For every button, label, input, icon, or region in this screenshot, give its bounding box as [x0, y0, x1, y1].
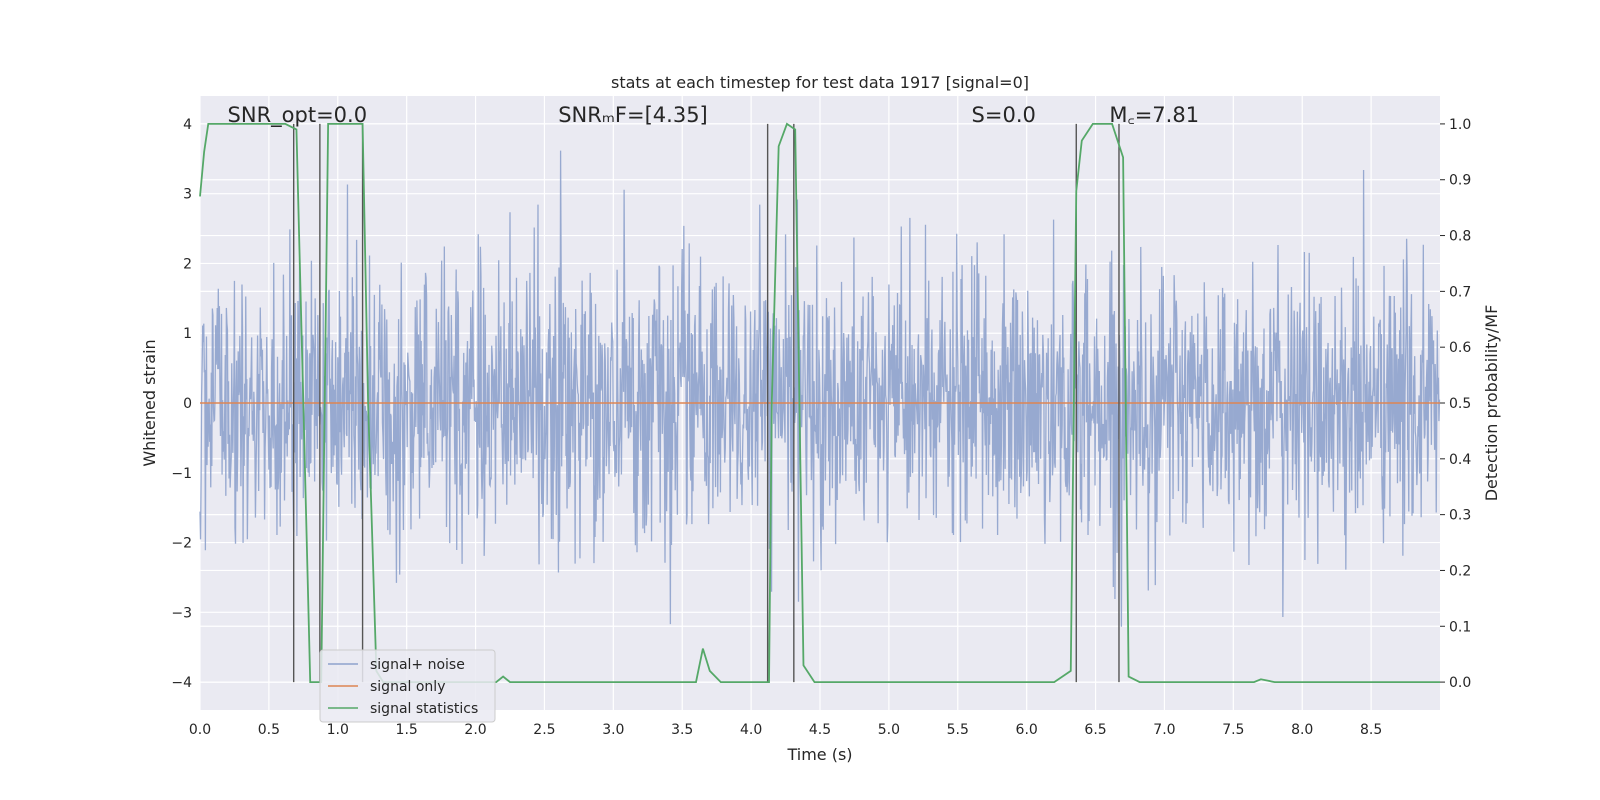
y-axis-ticks: −4 −3 −2 −1 0 1 2 3 4: [171, 117, 192, 691]
y-tick-label: 0: [183, 396, 192, 412]
signal-statistics-line: [199, 122, 1440, 683]
y-tick-label: 1: [183, 326, 192, 342]
y-tick-label: −2: [171, 536, 192, 552]
x-tick-label: 6.0: [1016, 722, 1038, 738]
x-tick-label: 0.5: [258, 722, 280, 738]
x-tick-label: 4.0: [740, 722, 762, 738]
vertical-lines: [292, 123, 1120, 683]
x-tick-label: 8.5: [1360, 722, 1382, 738]
y-tick-label: −1: [171, 466, 192, 482]
x-tick-label: 8.0: [1291, 722, 1313, 738]
x-tick-label: 1.5: [396, 722, 418, 738]
x-tick-label: 0.0: [189, 722, 211, 738]
y2-tick-label: 0.0: [1449, 675, 1471, 691]
chart-title: stats at each timestep for test data 191…: [611, 73, 1029, 92]
x-axis-ticks: 0.0 0.5 1.0 1.5 2.0 2.5 3.0 3.5 4.0 4.5 5.0 5.5 6.0 6…: [189, 722, 1382, 738]
annotation: M꜀=7.81: [1109, 103, 1199, 127]
y-tick-label: −3: [171, 605, 192, 621]
y2-tick-label: 0.6: [1449, 340, 1471, 356]
legend-box: [319, 649, 496, 723]
x-tick-label: 2.0: [464, 722, 486, 738]
y-tick-label: 2: [183, 256, 192, 272]
annotation: S=0.0: [972, 103, 1036, 127]
annotation: SNR_opt=0.0: [228, 103, 368, 128]
x-tick-label: 4.5: [809, 722, 831, 738]
x-axis-label: Time (s): [786, 745, 852, 764]
y-tick-label: 4: [183, 117, 192, 133]
y2-tick-label: 0.7: [1449, 284, 1471, 300]
y2-tick-label: 0.4: [1449, 452, 1471, 468]
annotation: SNRₘF=[4.35]: [558, 103, 708, 127]
y2-tick-label: 0.2: [1449, 563, 1471, 579]
legend-label-signal-statistics: signal statistics: [370, 701, 478, 717]
y2-tick-label: 1.0: [1449, 117, 1471, 133]
x-tick-label: 5.0: [878, 722, 900, 738]
y2-tick-label: 0.8: [1449, 229, 1471, 245]
x-tick-label: 1.0: [327, 722, 349, 738]
x-tick-label: 3.0: [602, 722, 624, 738]
legend-label-signal-only: signal only: [370, 679, 445, 695]
x-tick-label: 3.5: [671, 722, 693, 738]
x-tick-label: 2.5: [533, 722, 555, 738]
y2-tick-label: 0.9: [1449, 173, 1471, 189]
y-tick-label: 3: [183, 187, 192, 203]
legend: signal+ noise signal only signal statist…: [319, 649, 496, 723]
series-signal-noise: [199, 150, 1441, 627]
y2-tick-label: 0.5: [1449, 396, 1471, 412]
y2-axis-label: Detection probability/MF: [1482, 305, 1501, 502]
x-tick-label: 6.5: [1084, 722, 1106, 738]
legend-label-signal-noise: signal+ noise: [370, 657, 465, 673]
series-signal-statistics: [199, 122, 1440, 683]
y-tick-label: −4: [171, 675, 192, 691]
y-axis-label: Whitened strain: [140, 339, 159, 466]
annotations: SNR_opt=0.0 SNRₘF=[4.35] S=0.0 M꜀=7.81: [228, 103, 1200, 128]
y2-axis-ticks: 0.0 0.1 0.2 0.3 0.4 0.5 0.6 0.7 0.8 0.9 1.0: [1440, 117, 1471, 691]
y2-tick-label: 0.3: [1449, 508, 1471, 524]
x-tick-label: 7.5: [1222, 722, 1244, 738]
x-tick-label: 5.5: [947, 722, 969, 738]
x-tick-label: 7.0: [1153, 722, 1175, 738]
signal-noise-line: [199, 150, 1441, 627]
y2-tick-label: 0.1: [1449, 619, 1471, 635]
